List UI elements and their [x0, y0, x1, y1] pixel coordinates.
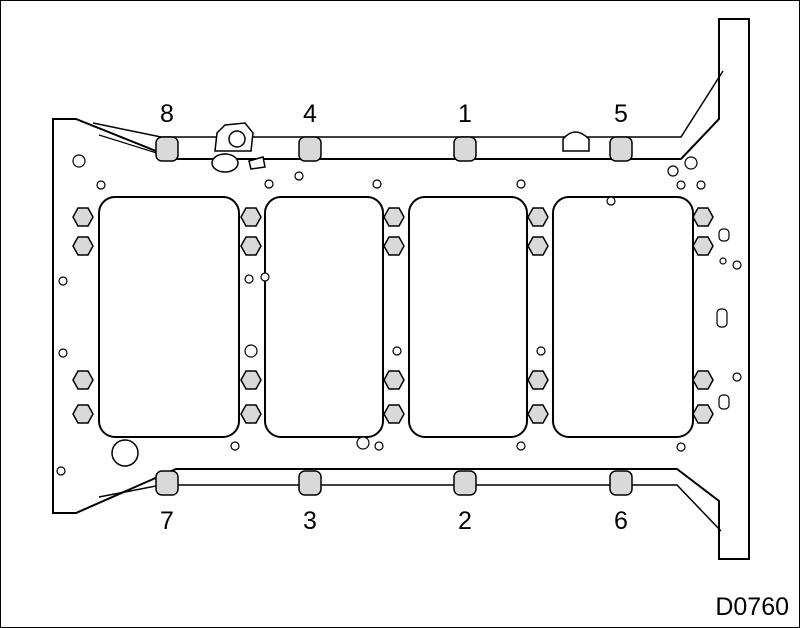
bolt-6 [609, 470, 633, 496]
label-bolt-7: 7 [160, 507, 174, 535]
bolt-3 [298, 470, 322, 496]
label-bolt-1: 1 [458, 100, 472, 128]
label-bolt-4: 4 [303, 100, 317, 128]
hex-bolt [527, 370, 549, 390]
bottom-rail-edge [98, 484, 722, 532]
hex-bolt [240, 404, 262, 424]
hex-bolt [383, 404, 405, 424]
right-boss [562, 131, 590, 152]
hex-bolt [527, 207, 549, 227]
bolt-4 [298, 136, 322, 162]
label-bolt-3: 3 [303, 507, 317, 535]
hex-bolt [72, 370, 94, 390]
label-bolt-6: 6 [614, 507, 628, 535]
hex-bolt [692, 370, 714, 390]
hex-bolt [240, 370, 262, 390]
hex-bolt [72, 404, 94, 424]
bolt-5 [609, 136, 633, 162]
small-holes [56, 154, 742, 476]
hex-bolt [692, 236, 714, 256]
bolt-8 [155, 136, 179, 162]
label-bolt-5: 5 [614, 100, 628, 128]
hex-bolt [383, 236, 405, 256]
top-boss [211, 122, 266, 173]
hex-bolt [240, 236, 262, 256]
window-3 [408, 196, 528, 438]
hex-bolt [692, 404, 714, 424]
figure-code: D0760 [715, 593, 789, 621]
window-4 [552, 196, 694, 438]
large-hole [111, 439, 139, 467]
hex-bolt [72, 236, 94, 256]
bolt-1 [453, 136, 477, 162]
side-bolts [72, 207, 714, 424]
hex-bolt [383, 207, 405, 227]
right-features [716, 228, 730, 410]
hex-bolt [240, 207, 262, 227]
hex-bolt [527, 404, 549, 424]
cylinder-windows [98, 196, 694, 438]
bolt-2 [453, 470, 477, 496]
rail-bolts [155, 136, 633, 496]
window-2 [264, 196, 384, 438]
window-1 [98, 196, 240, 438]
hex-bolt [383, 370, 405, 390]
label-bolt-2: 2 [458, 507, 472, 535]
label-bolt-8: 8 [160, 100, 174, 128]
hex-bolt [72, 207, 94, 227]
bolt-7 [155, 470, 179, 496]
hex-bolt [527, 236, 549, 256]
top-rail-edge [92, 70, 724, 138]
hex-bolt [692, 207, 714, 227]
